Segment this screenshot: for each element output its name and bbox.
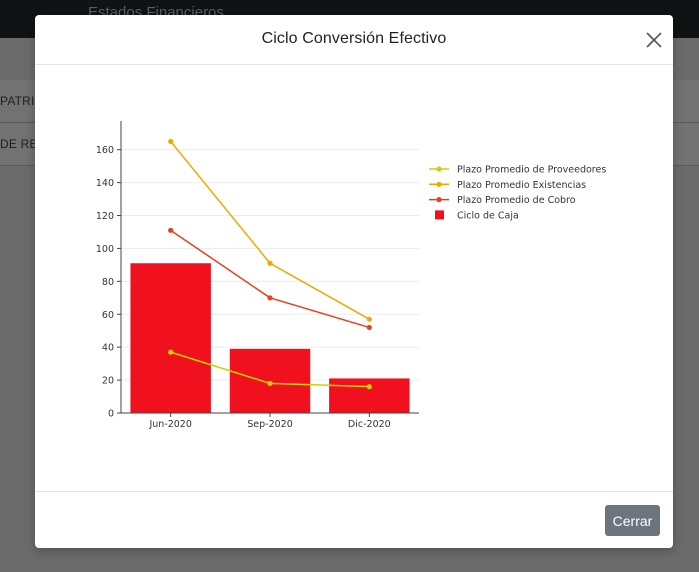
series-point [267, 260, 273, 266]
close-button[interactable]: Cerrar [605, 505, 660, 536]
series-point [267, 380, 273, 386]
y-tick-label: 60 [102, 310, 114, 321]
bar-ciclo-de-caja [130, 263, 211, 413]
legend-swatch-box [435, 210, 444, 220]
series-point [366, 384, 372, 390]
legend-label: Plazo Promedio Existencias [457, 180, 586, 191]
modal-footer: Cerrar [35, 491, 673, 549]
series-point [267, 295, 273, 301]
y-tick-label: 140 [96, 178, 114, 189]
x-tick-label: Jun-2020 [148, 419, 191, 430]
bar-ciclo-de-caja [329, 378, 410, 413]
y-tick-label: 20 [102, 376, 114, 387]
y-tick-label: 100 [96, 244, 114, 255]
legend-label: Plazo Promedio de Proveedores [457, 165, 606, 176]
series-point [168, 349, 174, 355]
series-point [168, 227, 174, 233]
series-point [168, 138, 174, 145]
x-tick-label: Sep-2020 [247, 419, 293, 430]
modal-body: 0 20 40 60 80 100 120 140 160 Jun-2020 Sep-2020 Dic… [35, 65, 673, 491]
y-tick-label: 80 [102, 277, 114, 288]
modal-title: Ciclo Conversión Efectivo [261, 30, 447, 47]
background-row-label: PATRIM [0, 94, 45, 108]
cash-conversion-chart: 0 20 40 60 80 100 120 140 160 Jun-2020 Sep-2020 Dic… [96, 121, 606, 430]
y-tick-label: 160 [96, 145, 114, 156]
legend-swatch-point [436, 181, 442, 187]
legend-swatch-point [436, 197, 442, 203]
series-point [366, 316, 372, 322]
y-tick-label: 0 [108, 409, 114, 420]
y-tick-label: 120 [96, 211, 114, 222]
y-tick-label: 40 [102, 343, 114, 354]
legend-label: Ciclo de Caja [457, 210, 519, 221]
modal-header: Ciclo Conversión Efectivo [35, 15, 673, 65]
cash-cycle-modal: Ciclo Conversión Efectivo 0 20 40 60 80 100 12… [35, 15, 673, 548]
close-icon[interactable] [643, 29, 665, 51]
legend-label: Plazo Promedio de Cobro [457, 195, 576, 206]
legend-swatch-point [436, 166, 442, 172]
series-point [366, 324, 372, 331]
x-tick-label: Dic-2020 [348, 419, 391, 430]
